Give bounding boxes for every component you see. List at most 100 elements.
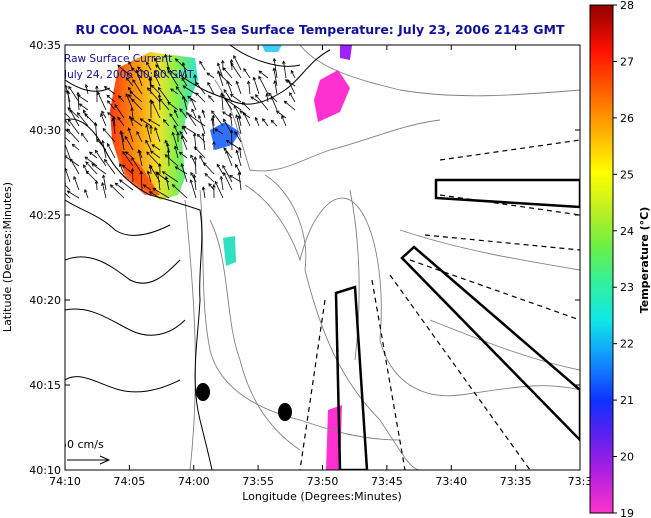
current-vector-head bbox=[265, 92, 269, 97]
current-vector-head bbox=[154, 57, 158, 62]
current-vector-head bbox=[222, 111, 226, 115]
current-vector bbox=[100, 113, 107, 127]
scale-label: 50 cm/s bbox=[60, 438, 104, 451]
colorbar-tick-label: 19 bbox=[620, 507, 634, 518]
current-vector bbox=[222, 165, 233, 183]
current-vector bbox=[143, 184, 152, 191]
current-vector bbox=[72, 143, 80, 151]
current-vector-head bbox=[230, 62, 234, 66]
current-vector-head bbox=[235, 149, 239, 154]
current-vector bbox=[170, 88, 179, 95]
current-vector-head bbox=[85, 170, 90, 175]
x-tick-label: 74:00 bbox=[178, 475, 210, 488]
current-vector bbox=[198, 115, 206, 135]
current-vector bbox=[290, 70, 296, 79]
current-vector bbox=[151, 144, 161, 151]
current-vector bbox=[65, 112, 71, 119]
current-vector bbox=[131, 67, 143, 79]
current-vector bbox=[65, 192, 71, 199]
current-vector-head bbox=[214, 128, 218, 132]
current-vector-head bbox=[195, 81, 200, 86]
current-vector bbox=[225, 150, 233, 167]
current-vector-head bbox=[196, 133, 201, 138]
current-vector bbox=[193, 174, 197, 191]
current-vector-head bbox=[104, 158, 108, 163]
current-vector bbox=[234, 131, 242, 143]
current-vector-head bbox=[181, 61, 186, 66]
colorbar-tick-label: 27 bbox=[620, 55, 634, 68]
current-vector bbox=[124, 136, 134, 151]
x-tick-label: 73:45 bbox=[371, 475, 403, 488]
bathymetry-contours bbox=[184, 45, 580, 470]
current-vector bbox=[154, 127, 161, 143]
current-vector bbox=[206, 72, 215, 79]
current-vector-head bbox=[76, 91, 80, 96]
current-vector bbox=[253, 77, 260, 95]
current-vector-head bbox=[117, 116, 121, 121]
current-vector bbox=[132, 79, 143, 95]
current-vector bbox=[157, 172, 161, 191]
current-vector-head bbox=[103, 86, 108, 90]
current-vector-head bbox=[270, 95, 274, 100]
current-vector-head bbox=[192, 173, 197, 178]
current-vector-head bbox=[187, 95, 191, 100]
current-vector-head bbox=[107, 100, 111, 104]
current-vector-head bbox=[167, 69, 171, 74]
current-vector bbox=[102, 174, 107, 191]
current-vector bbox=[118, 95, 125, 103]
y-axis-label: Latitude (Degrees:Minutes) bbox=[1, 182, 14, 332]
current-vector-head bbox=[241, 101, 246, 106]
restricted-areas bbox=[334, 178, 580, 470]
current-vector bbox=[125, 93, 134, 111]
current-vector-head bbox=[66, 190, 71, 194]
current-vector-head bbox=[239, 110, 244, 114]
current-vector bbox=[243, 112, 251, 127]
current-vector bbox=[181, 135, 188, 151]
current-vector-head bbox=[173, 124, 177, 129]
current-vector-head bbox=[128, 60, 132, 65]
current-vector-head bbox=[145, 139, 149, 144]
colorbar-tick-label: 23 bbox=[620, 281, 634, 294]
current-vector-head bbox=[220, 59, 225, 64]
current-vector bbox=[154, 73, 161, 87]
current-vector bbox=[106, 94, 116, 103]
current-vector-head bbox=[174, 58, 179, 62]
y-tick-label: 40:25 bbox=[29, 209, 61, 222]
current-vector bbox=[248, 81, 251, 95]
current-vector bbox=[179, 131, 188, 143]
current-vector bbox=[283, 61, 287, 79]
current-vector bbox=[149, 191, 161, 199]
current-vector bbox=[255, 94, 269, 111]
current-vector bbox=[140, 171, 143, 191]
current-vector bbox=[230, 94, 242, 103]
current-vector-head bbox=[254, 116, 259, 121]
current-vector bbox=[117, 64, 134, 79]
current-vector bbox=[172, 184, 188, 199]
current-vector-head bbox=[179, 130, 183, 135]
current-vector bbox=[287, 79, 296, 95]
overlay-line-1: Raw Surface Current bbox=[64, 53, 172, 65]
current-vector-head bbox=[139, 170, 144, 175]
current-vector bbox=[166, 67, 179, 79]
current-vector-head bbox=[173, 145, 178, 150]
current-vector bbox=[136, 131, 143, 143]
colorbar-tick-label: 25 bbox=[620, 168, 634, 181]
current-vector-head bbox=[69, 108, 73, 113]
current-vector-head bbox=[270, 119, 275, 124]
x-tick-label: 73:3 bbox=[568, 475, 593, 488]
current-vector bbox=[67, 119, 80, 135]
current-vector-head bbox=[233, 104, 237, 109]
current-vector-head bbox=[121, 164, 126, 168]
current-vector bbox=[146, 151, 161, 167]
current-vector-head bbox=[154, 126, 158, 131]
current-vector bbox=[195, 82, 206, 95]
current-vector-head bbox=[258, 75, 262, 80]
current-vector-head bbox=[229, 129, 234, 134]
map-plot-area: Raw Surface Current July 24, 2006 00:00 … bbox=[60, 45, 580, 470]
current-vector bbox=[175, 166, 188, 175]
current-vector bbox=[226, 80, 233, 95]
current-vector bbox=[255, 117, 260, 127]
current-vector-head bbox=[118, 95, 122, 99]
current-vector-head bbox=[107, 143, 111, 147]
current-vector bbox=[194, 156, 197, 175]
